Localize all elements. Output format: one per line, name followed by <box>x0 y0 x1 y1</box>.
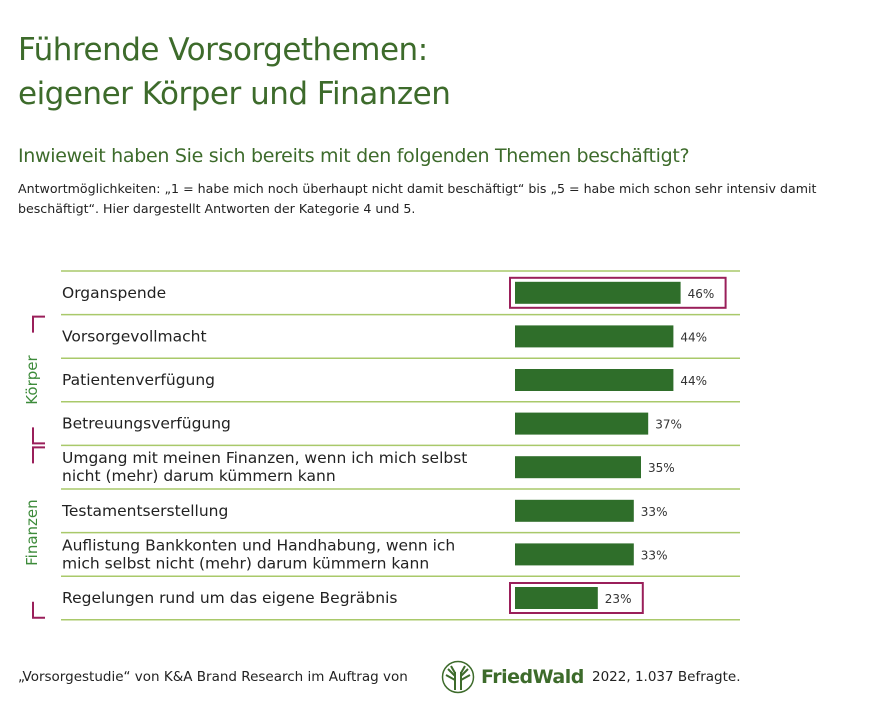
bar <box>515 587 598 609</box>
bar <box>515 369 674 391</box>
highlight-box <box>509 582 644 614</box>
value-label: 44% <box>680 330 707 344</box>
logo-text: FriedWald <box>481 666 584 688</box>
category-label: Betreuungsverfügung <box>62 415 231 433</box>
bar <box>515 412 649 435</box>
category-label: Organspende <box>62 284 166 302</box>
value-label: 37% <box>655 418 682 432</box>
group-label: Körper <box>23 354 41 404</box>
category-label: Umgang mit meinen Finanzen, wenn ich mic… <box>62 449 467 467</box>
value-label: 33% <box>641 548 668 562</box>
tree-icon <box>441 660 475 694</box>
bar <box>515 281 681 304</box>
bar <box>515 325 674 348</box>
bar-chart: Organspende 46% Vorsorgevollmacht 44% Patien… <box>23 270 740 621</box>
friedwald-logo: FriedWald <box>441 660 584 694</box>
footer-sample: 2022, 1.037 Befragte. <box>592 669 741 685</box>
value-label: 33% <box>641 505 668 519</box>
title-line-1: Führende Vorsorgethemen: <box>18 32 428 68</box>
group-bracket <box>32 446 45 619</box>
title-line-2: eigener Körper und Finanzen <box>18 76 451 112</box>
page-title: Führende Vorsorgethemen: eigener Körper … <box>18 28 451 116</box>
group-label: Finanzen <box>23 499 41 566</box>
value-label: 23% <box>605 592 632 606</box>
value-label: 44% <box>680 374 707 388</box>
footer-source: „Vorsorgestudie“ von K&A Brand Research … <box>18 669 408 685</box>
value-label: 46% <box>688 287 715 301</box>
category-label: Testamentserstellung <box>61 502 228 520</box>
category-label: Vorsorgevollmacht <box>62 327 207 345</box>
value-label: 35% <box>648 461 675 475</box>
bar <box>515 499 634 522</box>
highlight-box <box>509 276 727 309</box>
category-label: Patientenverfügung <box>62 371 215 389</box>
category-label: mich selbst nicht (mehr) darum kümmern k… <box>62 554 429 572</box>
category-label: Regelungen rund um das eigene Begräbnis <box>62 589 397 607</box>
group-bracket <box>32 315 45 445</box>
bar <box>515 543 634 566</box>
description: Antwortmöglichkeiten: „1 = habe mich noc… <box>18 181 817 216</box>
category-label: Auflistung Bankkonten und Handhabung, we… <box>62 536 455 554</box>
bar <box>515 456 641 479</box>
subtitle: Inwieweit haben Sie sich bereits mit den… <box>18 145 690 167</box>
category-label: nicht (mehr) darum kümmern kann <box>62 467 336 485</box>
